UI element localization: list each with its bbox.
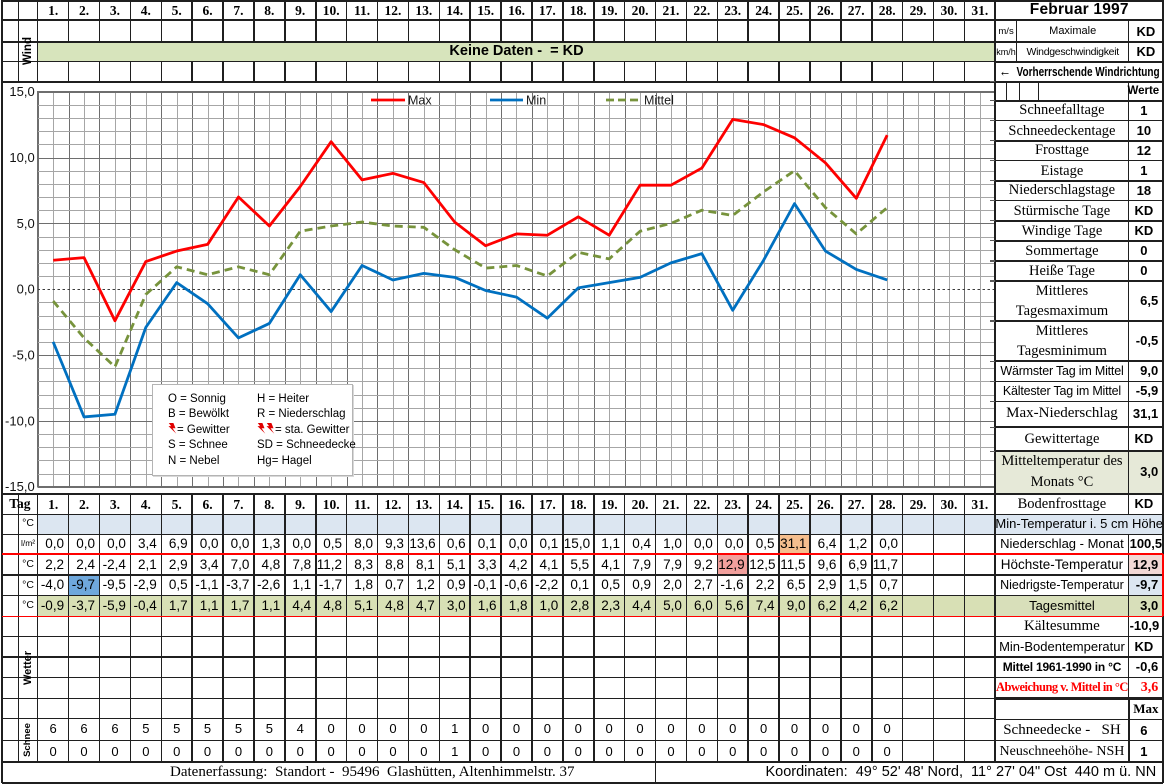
svg-text:-5,0: -5,0 [12, 347, 34, 362]
svg-text:Mittel: Mittel [644, 93, 674, 107]
svg-text:-15,0: -15,0 [5, 479, 35, 494]
svg-text:15,0: 15,0 [9, 84, 34, 99]
svg-text:-10,0: -10,0 [5, 413, 35, 428]
svg-text:10,0: 10,0 [9, 150, 34, 165]
svg-text:0,0: 0,0 [17, 281, 35, 296]
svg-text:5,0: 5,0 [17, 216, 35, 231]
svg-text:Max: Max [408, 93, 432, 107]
svg-text:Min: Min [526, 93, 546, 107]
